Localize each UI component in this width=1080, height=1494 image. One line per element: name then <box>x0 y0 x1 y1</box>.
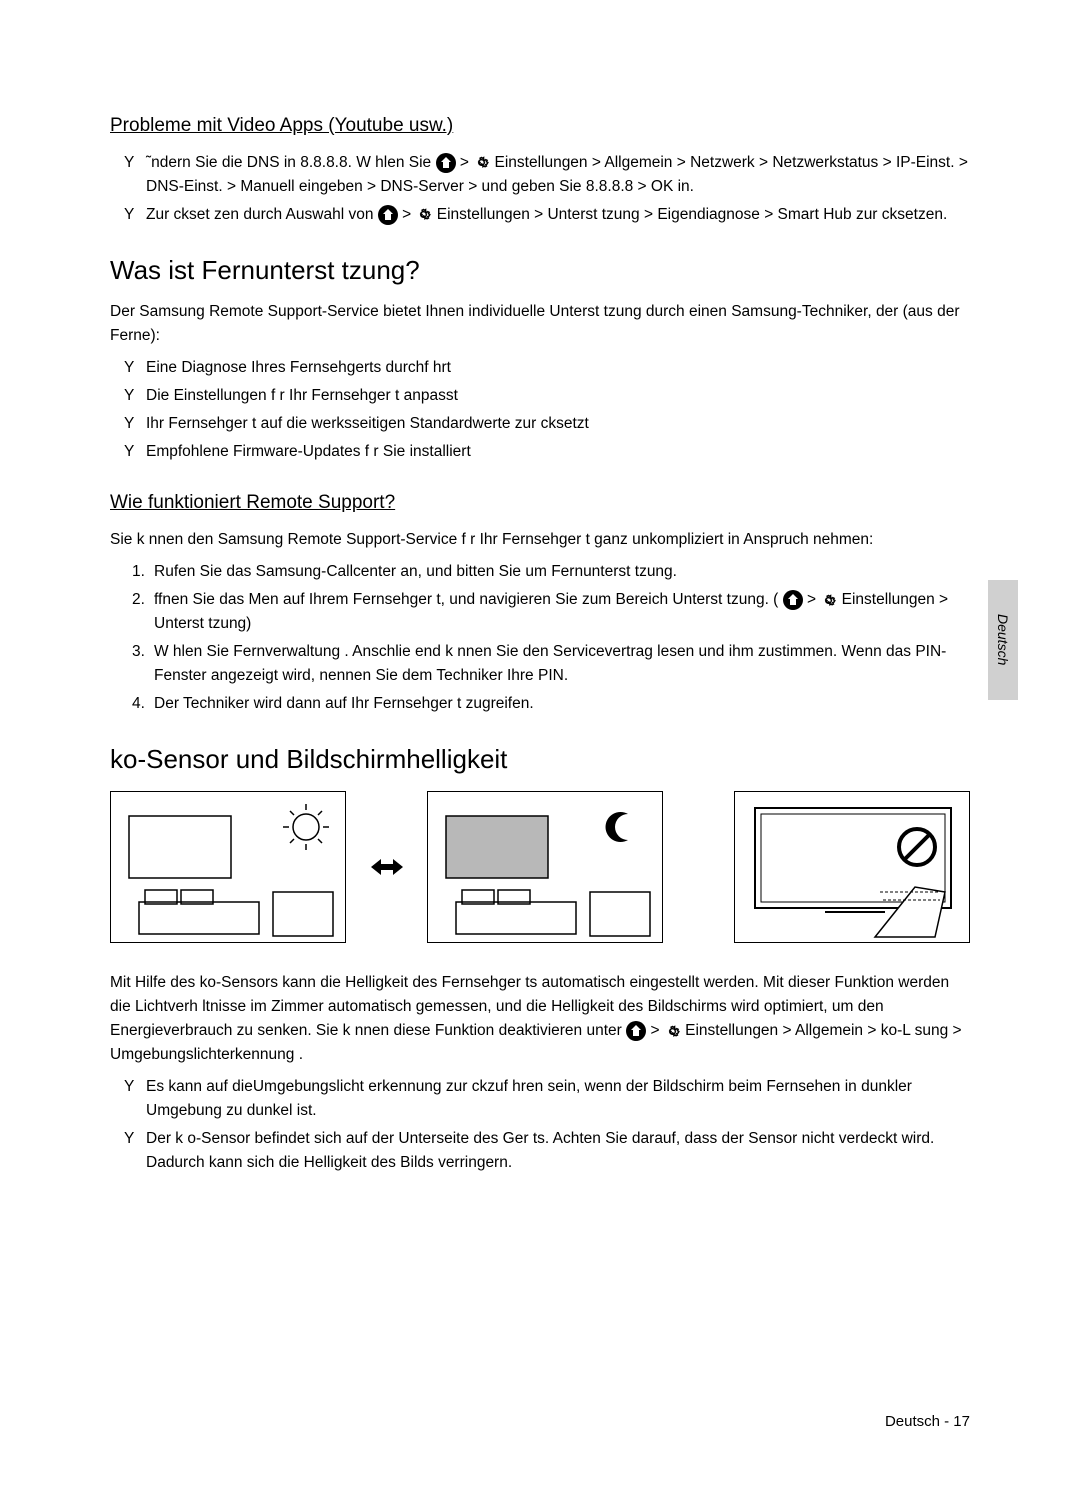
home-icon <box>378 205 398 225</box>
list-item: Ihr Fernsehger t auf die werksseitigen S… <box>132 412 970 436</box>
home-icon <box>436 153 456 173</box>
language-tab: Deutsch <box>988 580 1018 700</box>
item-text: Der Techniker wird dann auf Ihr Fernsehg… <box>154 695 534 712</box>
bullet-list: Eine Diagnose Ihres Fernsehgerts durchf … <box>110 356 970 464</box>
list-item: Zur ckset zen durch Auswahl von > Einste… <box>132 203 970 227</box>
section-remote-support: Was ist Fernunterst tzung? Der Samsung R… <box>110 255 970 464</box>
illustration-dark <box>427 791 663 943</box>
intro-text: Der Samsung Remote Support-Service biete… <box>110 300 970 348</box>
text: > <box>460 154 473 171</box>
item-text: Rufen Sie das Samsung-Callcenter an, und… <box>154 563 677 580</box>
list-item: 2. ffnen Sie das Men auf Ihrem Fernsehge… <box>132 588 970 636</box>
double-arrow-icon <box>367 853 407 881</box>
list-item: Empfohlene Firmware-Updates f r Sie inst… <box>132 440 970 464</box>
home-icon <box>783 590 803 610</box>
text: > <box>807 591 820 608</box>
bullet-list: ˜ndern Sie die DNS in 8.8.8.8. W hlen Si… <box>110 151 970 227</box>
item-text: ffnen Sie das Men auf Ihrem Fernsehger t… <box>154 591 783 608</box>
illustration-bright <box>110 791 346 943</box>
section-heading: ko-Sensor und Bildschirmhelligkeit <box>110 744 970 775</box>
item-number: 1. <box>132 560 145 584</box>
section-how-it-works: Wie funktioniert Remote Support? Sie k n… <box>110 492 970 716</box>
home-icon <box>626 1021 646 1041</box>
gear-icon <box>664 1023 681 1040</box>
section-heading: Was ist Fernunterst tzung? <box>110 255 970 286</box>
list-item: 3. W hlen Sie Fernverwaltung . Anschlie … <box>132 640 970 688</box>
list-item: Es kann auf dieUmgebungslicht erkennung … <box>132 1075 970 1123</box>
text: Einstellungen > Unterst tzung > Eigendia… <box>437 206 948 223</box>
paragraph: Mit Hilfe des ko-Sensors kann die Hellig… <box>110 971 970 1067</box>
list-item: Der k o-Sensor befindet sich auf der Unt… <box>132 1127 970 1175</box>
section-title: Probleme mit Video Apps (Youtube usw.) <box>110 115 970 137</box>
list-item: 4. Der Techniker wird dann auf Ihr Ferns… <box>132 692 970 716</box>
intro-text: Sie k nnen den Samsung Remote Support-Se… <box>110 528 970 552</box>
list-item: Die Einstellungen f r Ihr Fernsehger t a… <box>132 384 970 408</box>
list-item: 1. Rufen Sie das Samsung-Callcenter an, … <box>132 560 970 584</box>
item-number: 3. <box>132 640 145 664</box>
item-text: W hlen Sie Fernverwaltung . Anschlie end… <box>154 643 946 684</box>
list-item: ˜ndern Sie die DNS in 8.8.8.8. W hlen Si… <box>132 151 970 199</box>
gear-icon <box>473 154 490 171</box>
bullet-list: Es kann auf dieUmgebungslicht erkennung … <box>110 1075 970 1175</box>
gear-icon <box>415 206 432 223</box>
text: ˜ndern Sie die DNS in 8.8.8.8. W hlen Si… <box>146 154 431 171</box>
illustrations-row <box>110 791 970 943</box>
section-eco-sensor: ko-Sensor und Bildschirmhelligkeit <box>110 744 970 1175</box>
item-number: 4. <box>132 692 145 716</box>
item-number: 2. <box>132 588 145 612</box>
text: > <box>402 206 415 223</box>
text: > <box>650 1022 663 1039</box>
list-item: Eine Diagnose Ihres Fernsehgerts durchf … <box>132 356 970 380</box>
text: Zur ckset zen durch Auswahl von <box>146 206 378 223</box>
illustration-blocked <box>734 791 970 943</box>
section-title: Wie funktioniert Remote Support? <box>110 492 970 514</box>
numbered-list: 1. Rufen Sie das Samsung-Callcenter an, … <box>110 560 970 716</box>
gear-icon <box>820 592 837 609</box>
section-video-apps: Probleme mit Video Apps (Youtube usw.) ˜… <box>110 115 970 227</box>
page-footer: Deutsch - 17 <box>885 1413 970 1430</box>
language-label: Deutsch <box>995 614 1011 665</box>
